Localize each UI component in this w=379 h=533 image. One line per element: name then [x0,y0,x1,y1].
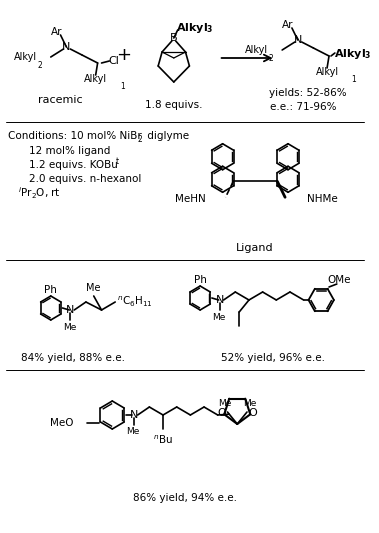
Text: N: N [294,35,302,45]
Text: Me: Me [218,400,231,408]
Text: $\mathbf{Alkyl_3}$: $\mathbf{Alkyl_3}$ [334,47,371,61]
Text: Me: Me [86,283,100,293]
Text: MeO: MeO [50,418,73,428]
Text: N: N [130,410,138,420]
Text: N: N [216,295,224,305]
Text: 1.2 equivs. KOBu: 1.2 equivs. KOBu [29,160,118,170]
Text: Me: Me [126,427,139,437]
Text: yields: 52-86%: yields: 52-86% [269,88,346,98]
Text: B: B [170,33,178,43]
Text: Me: Me [212,312,226,321]
Text: 1: 1 [351,75,356,84]
Text: $^n$Bu: $^n$Bu [153,434,173,447]
Text: Alkyl: Alkyl [14,52,37,62]
Text: 52% yield, 96% e.e.: 52% yield, 96% e.e. [221,353,325,363]
Text: 2: 2 [38,61,42,70]
Text: Cl: Cl [109,56,120,66]
Text: Ar: Ar [282,20,294,30]
Text: Conditions: 10 mol% NiBr: Conditions: 10 mol% NiBr [8,131,142,141]
Text: MeHN: MeHN [175,194,206,204]
Text: Alkyl: Alkyl [245,45,268,55]
Text: NHMe: NHMe [307,194,337,204]
Text: N: N [66,305,75,315]
Text: 2: 2 [269,54,274,63]
Text: $^i$Pr$_2$O, rt: $^i$Pr$_2$O, rt [17,185,61,201]
Text: racemic: racemic [38,95,83,105]
Text: +: + [116,46,132,64]
Text: O: O [249,408,258,418]
Text: Alkyl: Alkyl [315,67,338,77]
Text: $^n$C$_6$H$_{11}$: $^n$C$_6$H$_{11}$ [117,295,153,309]
Text: 2.0 equivs. n-hexanol: 2.0 equivs. n-hexanol [29,174,142,184]
Text: diglyme: diglyme [144,131,190,141]
Text: Ligand: Ligand [236,243,274,253]
Text: OMe: OMe [327,275,351,285]
Text: Ar: Ar [51,27,63,37]
Text: 84% yield, 88% e.e.: 84% yield, 88% e.e. [21,353,125,363]
Text: $\mathbf{Alkyl_3}$: $\mathbf{Alkyl_3}$ [176,21,213,35]
Text: Alkyl: Alkyl [84,74,107,84]
Text: 1.8 equivs.: 1.8 equivs. [145,100,202,110]
Text: Me: Me [243,400,257,408]
Text: 86% yield, 94% e.e.: 86% yield, 94% e.e. [133,493,236,503]
Text: 2: 2 [138,134,143,143]
Text: O: O [217,408,226,418]
Text: e.e.: 71-96%: e.e.: 71-96% [270,102,337,112]
Text: Me: Me [63,322,76,332]
Text: 1: 1 [120,82,125,91]
Text: N: N [62,42,70,52]
Text: Ph: Ph [194,275,207,285]
Text: Ph: Ph [44,285,57,295]
Text: 12 mol% ligand: 12 mol% ligand [29,146,111,156]
Text: t: t [116,157,119,166]
